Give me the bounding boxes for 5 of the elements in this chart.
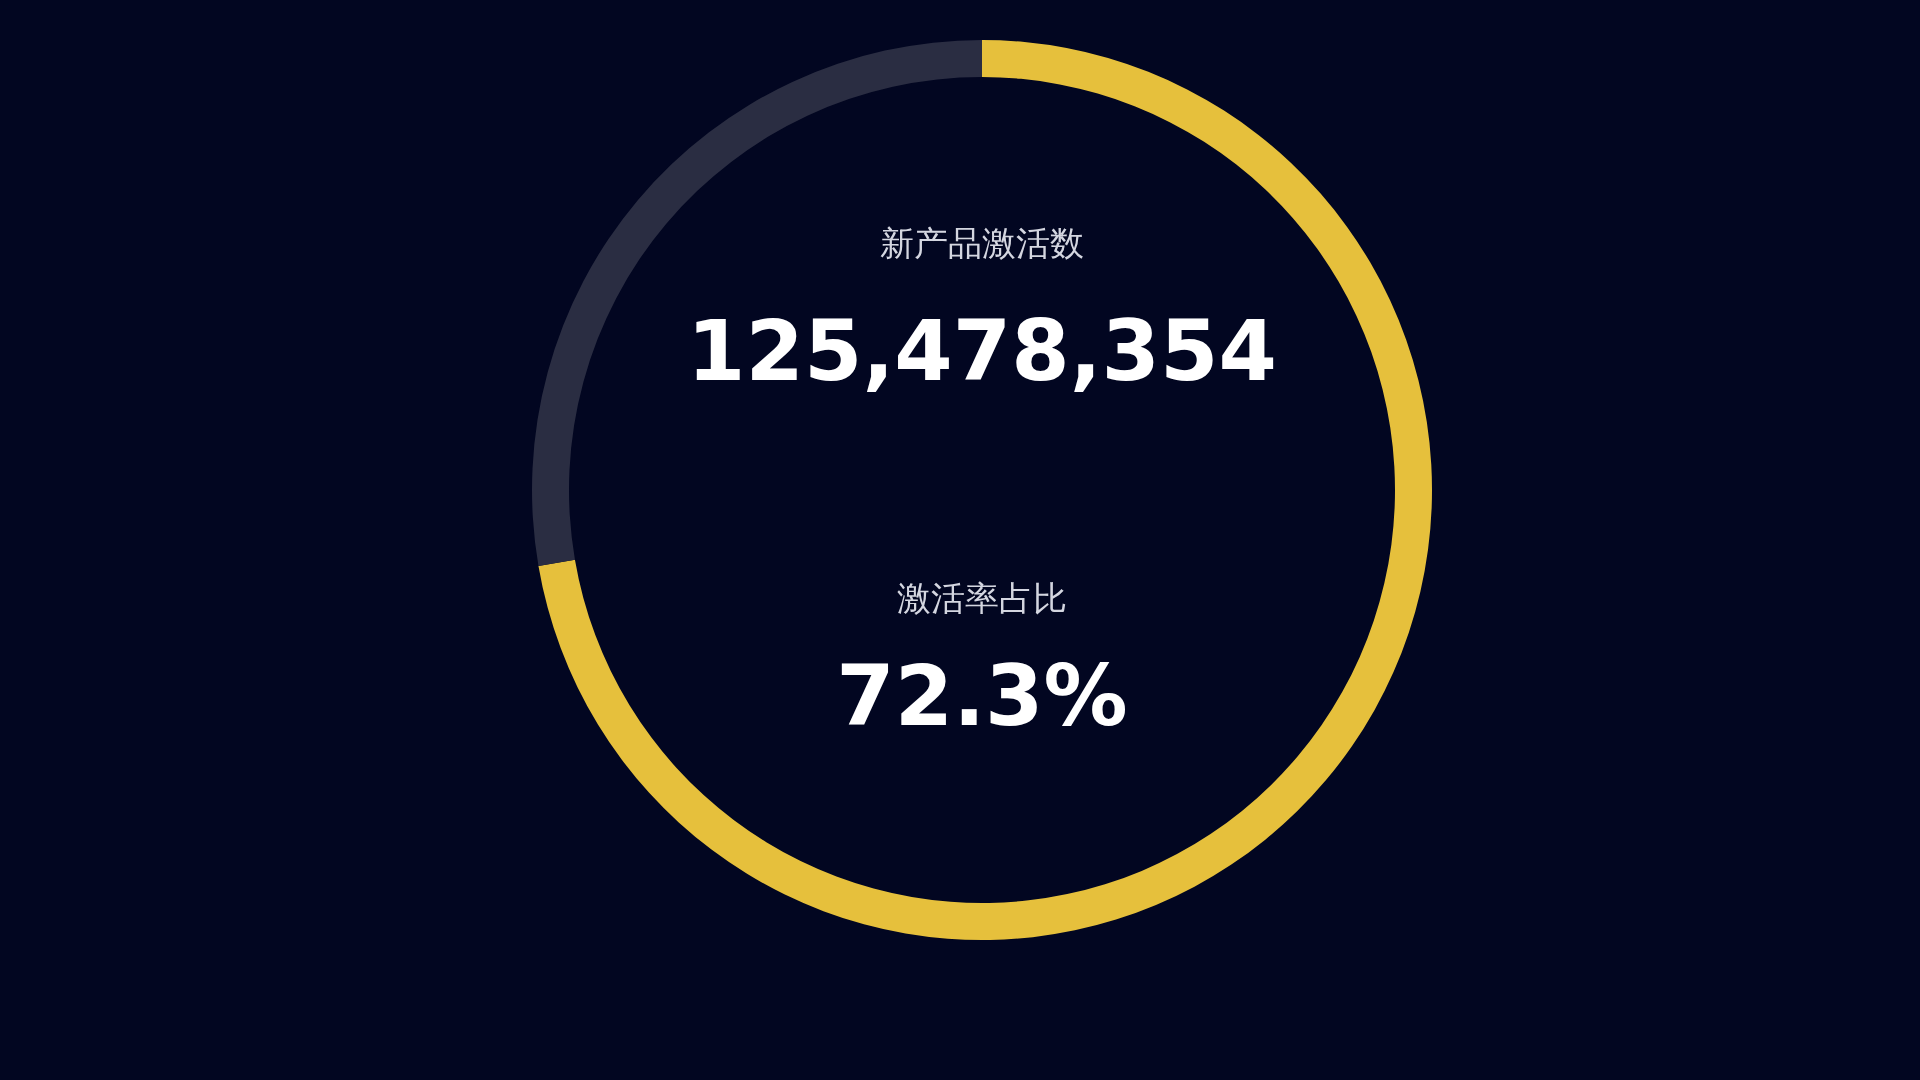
text: 125,478,354 xyxy=(687,302,1277,400)
donut-slice xyxy=(538,40,1432,940)
text: 新产品激活数 xyxy=(880,223,1084,263)
text: 激活率占比 xyxy=(897,578,1067,618)
text: 72.3% xyxy=(836,647,1128,745)
